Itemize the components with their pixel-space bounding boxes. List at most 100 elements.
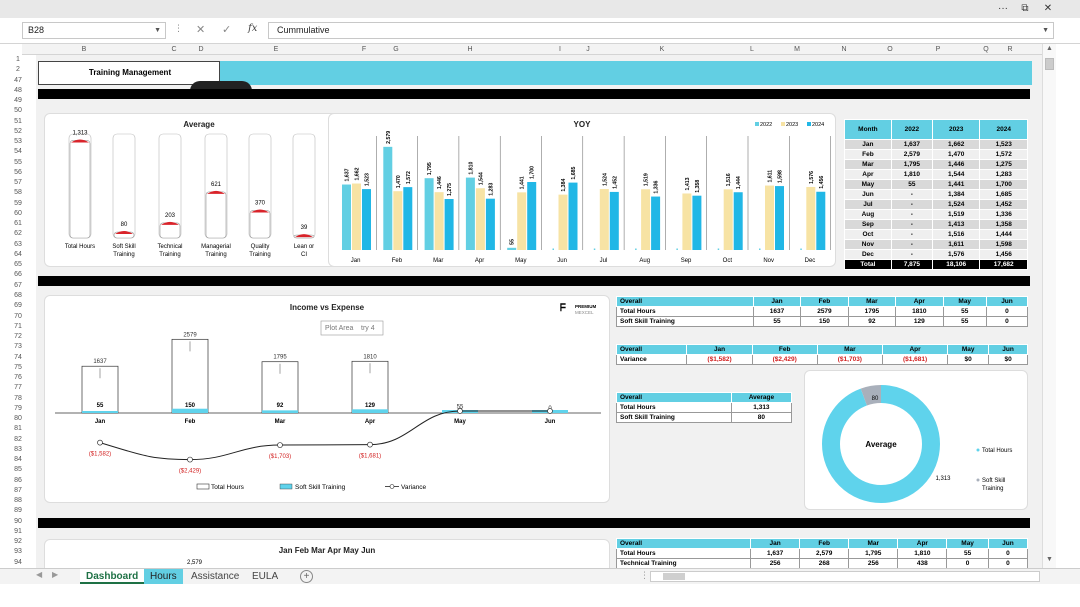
month-table-cell[interactable]: 1,795 <box>890 159 933 170</box>
column-header[interactable]: G <box>393 46 399 53</box>
table-cell[interactable]: 256 <box>848 558 899 568</box>
month-table-cell[interactable]: 1,662 <box>931 139 981 150</box>
row-header[interactable]: 69 <box>14 302 22 310</box>
column-header[interactable]: E <box>273 46 279 53</box>
row-header[interactable]: 81 <box>14 425 22 433</box>
row-header[interactable]: 70 <box>14 312 22 320</box>
vertical-scrollbar[interactable]: ▲ ▼ <box>1042 44 1056 568</box>
worksheet[interactable]: Training Management Average 1,313 Total H… <box>36 55 1042 568</box>
row-header[interactable]: 90 <box>14 517 22 525</box>
table-cell[interactable]: ($1,582) <box>686 354 753 365</box>
table-cell[interactable]: 1637 <box>752 306 802 317</box>
row-header[interactable]: 1 <box>16 56 20 63</box>
month-table-cell[interactable]: - <box>890 239 933 250</box>
month-table-cell[interactable]: 1,524 <box>931 199 981 210</box>
month-table-cell[interactable]: Aug <box>844 209 892 220</box>
row-header[interactable]: 87 <box>14 486 22 494</box>
month-table-total[interactable]: 7,875 <box>890 259 933 270</box>
month-table-cell[interactable]: 1,572 <box>979 149 1028 160</box>
row-header[interactable]: 93 <box>14 548 22 556</box>
month-table-cell[interactable]: Dec <box>844 249 892 260</box>
column-header[interactable]: K <box>659 46 665 53</box>
table-cell[interactable]: 256 <box>750 558 801 568</box>
column-header[interactable]: O <box>887 46 893 53</box>
month-table-cell[interactable]: 1,441 <box>931 179 981 190</box>
row-header[interactable]: 74 <box>14 353 22 361</box>
column-header[interactable]: D <box>198 46 204 53</box>
row-header[interactable]: 88 <box>14 497 22 505</box>
month-table-cell[interactable]: - <box>890 229 933 240</box>
column-header[interactable]: L <box>750 46 754 53</box>
row-header[interactable]: 92 <box>14 538 22 546</box>
row-header[interactable]: 79 <box>14 404 22 412</box>
scroll-up-icon[interactable]: ▲ <box>1046 45 1053 52</box>
table-cell[interactable]: ($1,703) <box>816 354 883 365</box>
month-table-cell[interactable]: Jul <box>844 199 892 210</box>
column-header[interactable]: B <box>81 46 87 53</box>
row-header[interactable]: 61 <box>14 220 22 228</box>
month-table-cell[interactable]: 1,456 <box>979 249 1028 260</box>
month-table-cell[interactable]: May <box>844 179 892 190</box>
row-header[interactable]: 91 <box>14 527 22 535</box>
cancel-icon[interactable]: ✕ <box>196 24 206 36</box>
month-table-cell[interactable]: - <box>890 219 933 230</box>
month-table-cell[interactable]: Mar <box>844 159 892 170</box>
row-header[interactable]: 78 <box>14 394 22 402</box>
month-table-cell[interactable]: 1,637 <box>890 139 933 150</box>
row-header[interactable]: 73 <box>14 343 22 351</box>
month-table-cell[interactable]: 1,544 <box>931 169 981 180</box>
table-cell[interactable]: 0 <box>946 558 989 568</box>
row-header[interactable]: 66 <box>14 271 22 279</box>
row-header[interactable]: 83 <box>14 445 22 453</box>
column-header[interactable]: R <box>1007 46 1013 53</box>
table-cell[interactable]: 1,795 <box>848 548 899 559</box>
row-header[interactable]: 84 <box>14 456 22 464</box>
table-cell[interactable]: ($1,681) <box>881 354 949 365</box>
column-header[interactable]: F <box>361 46 367 53</box>
add-sheet-button[interactable]: + <box>300 570 313 583</box>
month-table-cell[interactable]: 55 <box>890 179 933 190</box>
table-cell[interactable]: 1795 <box>847 306 897 317</box>
month-table-cell[interactable]: 1,611 <box>931 239 981 250</box>
row-header[interactable]: 60 <box>14 209 22 217</box>
table-cell[interactable]: 1,637 <box>750 548 801 559</box>
row-header[interactable]: 55 <box>14 158 22 166</box>
more-options-icon[interactable]: ··· <box>998 3 1008 14</box>
row-header[interactable]: 80 <box>14 415 22 423</box>
row-header[interactable]: 59 <box>14 199 22 207</box>
tab-hours[interactable]: Hours <box>144 569 183 584</box>
function-icon[interactable]: fx <box>248 23 258 34</box>
month-table-cell[interactable]: 1,516 <box>931 229 981 240</box>
chevron-down-icon[interactable]: ▼ <box>1042 27 1049 34</box>
month-table-cell[interactable]: - <box>890 199 933 210</box>
average-chart[interactable]: Average 1,313 Total Hours 80 Soft Skill Trai… <box>44 113 354 267</box>
month-table-cell[interactable]: Sep <box>844 219 892 230</box>
row-header[interactable]: 68 <box>14 291 22 299</box>
table-cell[interactable]: 92 <box>847 316 897 327</box>
month-table-cell[interactable]: 1,358 <box>979 219 1028 230</box>
row-header[interactable]: 58 <box>14 189 22 197</box>
table-cell[interactable]: Total Hours <box>616 402 732 413</box>
column-header[interactable]: Q <box>983 46 989 53</box>
month-table-cell[interactable]: 1,452 <box>979 199 1028 210</box>
month-table-total[interactable]: Total <box>844 259 892 270</box>
row-header[interactable]: 2 <box>16 66 20 74</box>
chevron-down-icon[interactable]: ▼ <box>154 27 161 34</box>
table-cell[interactable]: Technical Training <box>615 558 752 568</box>
month-table-cell[interactable]: Jan <box>844 139 892 150</box>
row-header[interactable]: 67 <box>14 281 22 289</box>
month-table-cell[interactable]: 1,275 <box>979 159 1028 170</box>
table-cell[interactable]: 55 <box>946 548 989 559</box>
month-table-cell[interactable]: - <box>890 189 933 200</box>
table-cell[interactable]: Soft Skill Training <box>616 316 754 327</box>
horizontal-scrollbar[interactable] <box>650 571 1040 582</box>
table-cell[interactable]: 0 <box>985 316 1029 327</box>
row-header[interactable]: 63 <box>14 240 22 248</box>
month-table-cell[interactable]: 1,283 <box>979 169 1028 180</box>
average-donut-chart[interactable]: Average 80 1,313 Total Hours Soft Skill Train… <box>804 370 1028 510</box>
table-cell[interactable]: 0 <box>987 548 1029 559</box>
table-cell[interactable]: 1,313 <box>730 402 793 413</box>
month-table-cell[interactable]: 1,700 <box>979 179 1028 190</box>
row-header[interactable]: 51 <box>14 117 22 125</box>
income-expense-chart[interactable]: Income vs Expense Plot Area try 4 ᖴ PREMIUM… <box>44 295 610 503</box>
